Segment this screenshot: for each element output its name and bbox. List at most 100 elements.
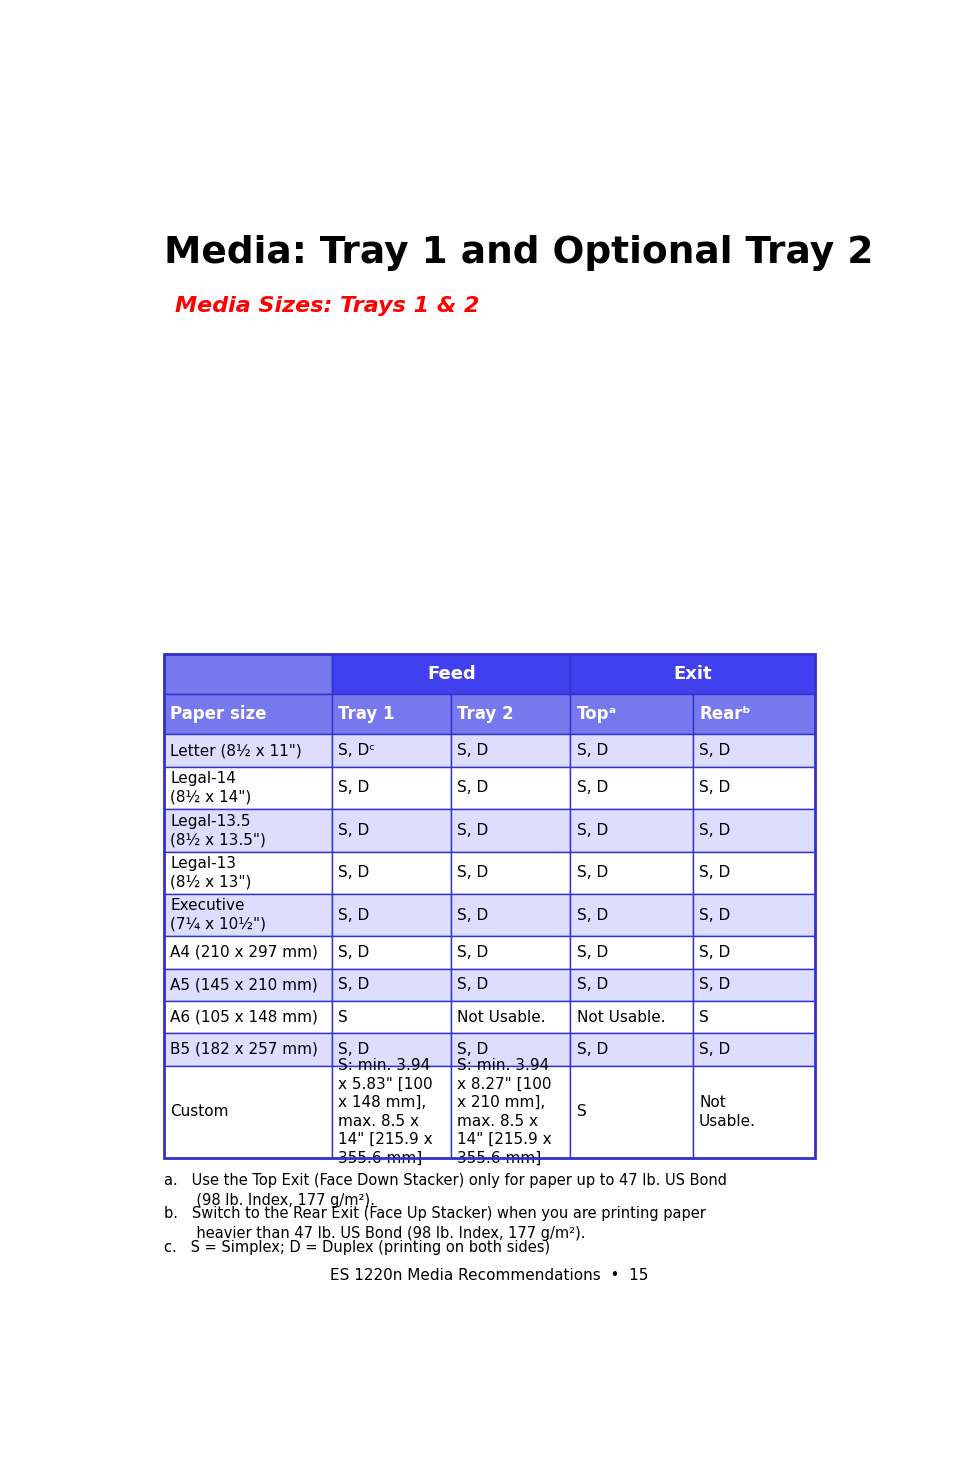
Bar: [332, 1034, 451, 1065]
Bar: [164, 1002, 332, 1034]
Text: S, D: S, D: [457, 945, 488, 960]
Text: Rearᵇ: Rearᵇ: [699, 705, 750, 723]
Text: S, Dᶜ: S, Dᶜ: [338, 743, 375, 758]
Text: S, D: S, D: [457, 866, 488, 881]
Bar: [451, 851, 570, 894]
Bar: [570, 851, 692, 894]
Text: S, D: S, D: [699, 978, 729, 993]
Bar: [451, 894, 570, 937]
Text: Not
Usable.: Not Usable.: [699, 1094, 755, 1128]
Bar: [332, 894, 451, 937]
Bar: [332, 810, 451, 851]
Bar: [692, 1065, 815, 1158]
Bar: [692, 767, 815, 810]
Text: S, D: S, D: [457, 1041, 488, 1058]
Bar: [451, 735, 570, 767]
Bar: [332, 1002, 451, 1034]
Bar: [451, 1034, 570, 1065]
Text: A4 (210 x 297 mm): A4 (210 x 297 mm): [171, 945, 318, 960]
Text: Legal-13.5
(8½ x 13.5"): Legal-13.5 (8½ x 13.5"): [171, 814, 266, 847]
Text: S, D: S, D: [338, 978, 369, 993]
Text: S, D: S, D: [699, 866, 729, 881]
Bar: [451, 1065, 570, 1158]
Bar: [332, 735, 451, 767]
Text: A5 (145 x 210 mm): A5 (145 x 210 mm): [171, 978, 317, 993]
Text: Tray 1: Tray 1: [338, 705, 395, 723]
Text: S: S: [338, 1009, 348, 1025]
Bar: [570, 1034, 692, 1065]
Text: S: min. 3.94
x 5.83" [100
x 148 mm],
max. 8.5 x
14" [215.9 x
355.6 mm]: S: min. 3.94 x 5.83" [100 x 148 mm], max…: [338, 1058, 433, 1165]
Text: S, D: S, D: [699, 780, 729, 795]
Text: S, D: S, D: [457, 978, 488, 993]
Bar: [570, 735, 692, 767]
Text: S, D: S, D: [576, 866, 607, 881]
Text: S, D: S, D: [576, 907, 607, 922]
Bar: [570, 1065, 692, 1158]
Text: S, D: S, D: [457, 823, 488, 838]
Text: S, D: S, D: [576, 743, 607, 758]
Text: S, D: S, D: [699, 1041, 729, 1058]
Bar: [692, 810, 815, 851]
Bar: [332, 937, 451, 969]
Bar: [164, 695, 332, 735]
Bar: [570, 695, 692, 735]
Bar: [164, 767, 332, 810]
Text: S, D: S, D: [457, 780, 488, 795]
Text: B5 (182 x 257 mm): B5 (182 x 257 mm): [171, 1041, 318, 1058]
Text: S, D: S, D: [699, 743, 729, 758]
Bar: [692, 894, 815, 937]
Bar: [332, 1065, 451, 1158]
Bar: [451, 1002, 570, 1034]
Text: S, D: S, D: [699, 945, 729, 960]
Text: Feed: Feed: [427, 665, 476, 683]
Bar: [451, 937, 570, 969]
Bar: [332, 655, 570, 695]
Bar: [164, 894, 332, 937]
Text: Topᵃ: Topᵃ: [576, 705, 616, 723]
Text: Executive
(7¼ x 10½"): Executive (7¼ x 10½"): [171, 898, 266, 932]
Bar: [164, 810, 332, 851]
Bar: [570, 969, 692, 1002]
Text: Custom: Custom: [171, 1105, 229, 1120]
Bar: [164, 655, 332, 695]
Text: S, D: S, D: [576, 978, 607, 993]
Text: S, D: S, D: [457, 907, 488, 922]
Bar: [570, 810, 692, 851]
Bar: [164, 937, 332, 969]
Bar: [570, 894, 692, 937]
Bar: [451, 767, 570, 810]
Bar: [164, 1065, 332, 1158]
Bar: [164, 655, 815, 1158]
Bar: [692, 1034, 815, 1065]
Text: Legal-13
(8½ x 13"): Legal-13 (8½ x 13"): [171, 855, 252, 889]
Bar: [570, 767, 692, 810]
Bar: [164, 735, 332, 767]
Bar: [570, 1002, 692, 1034]
Bar: [332, 851, 451, 894]
Text: b.   Switch to the Rear Exit (Face Up Stacker) when you are printing paper
     : b. Switch to the Rear Exit (Face Up Stac…: [164, 1205, 705, 1240]
Bar: [692, 937, 815, 969]
Text: S, D: S, D: [338, 945, 369, 960]
Text: c.   S = Simplex; D = Duplex (printing on both sides): c. S = Simplex; D = Duplex (printing on …: [164, 1239, 550, 1255]
Text: ES 1220n Media Recommendations  •  15: ES 1220n Media Recommendations • 15: [330, 1268, 647, 1283]
Text: Paper size: Paper size: [171, 705, 267, 723]
Bar: [332, 695, 451, 735]
Text: S, D: S, D: [576, 823, 607, 838]
Text: S, D: S, D: [576, 945, 607, 960]
Bar: [692, 1002, 815, 1034]
Text: Tray 2: Tray 2: [457, 705, 514, 723]
Text: S, D: S, D: [699, 823, 729, 838]
Text: S, D: S, D: [338, 823, 369, 838]
Text: Exit: Exit: [673, 665, 711, 683]
Text: S: S: [576, 1105, 586, 1120]
Text: S, D: S, D: [338, 907, 369, 922]
Text: S, D: S, D: [576, 780, 607, 795]
Text: S, D: S, D: [338, 1041, 369, 1058]
Bar: [332, 969, 451, 1002]
Text: S: S: [699, 1009, 708, 1025]
Text: Not Usable.: Not Usable.: [457, 1009, 545, 1025]
Bar: [692, 735, 815, 767]
Bar: [692, 851, 815, 894]
Bar: [332, 767, 451, 810]
Text: Not Usable.: Not Usable.: [576, 1009, 664, 1025]
